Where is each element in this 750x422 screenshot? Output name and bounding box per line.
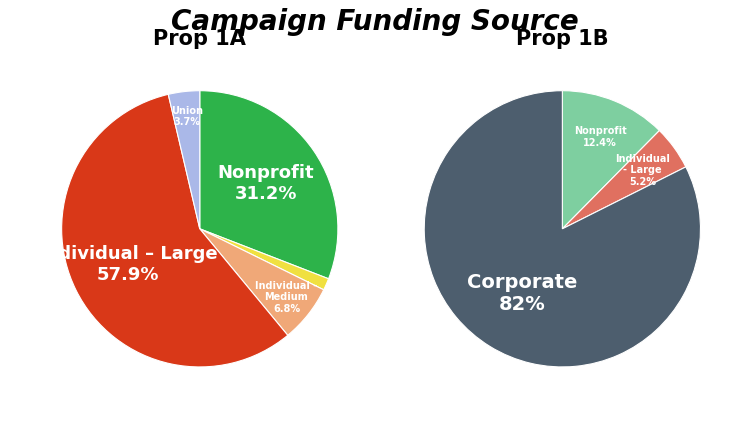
Wedge shape (200, 91, 338, 279)
Text: Corporate
82%: Corporate 82% (467, 273, 578, 314)
Text: Nonprofit
12.4%: Nonprofit 12.4% (574, 126, 626, 148)
Wedge shape (562, 130, 686, 229)
Text: Individual – Large
57.9%: Individual – Large 57.9% (39, 245, 218, 284)
Text: Union
3.7%: Union 3.7% (171, 106, 202, 127)
Wedge shape (62, 95, 288, 367)
Wedge shape (200, 229, 324, 335)
Text: Individual
- Large
5.2%: Individual - Large 5.2% (615, 154, 670, 187)
Wedge shape (200, 229, 328, 290)
Text: Campaign Funding Source: Campaign Funding Source (171, 8, 579, 36)
Wedge shape (424, 91, 700, 367)
Text: Individual -
Medium
6.8%: Individual - Medium 6.8% (255, 281, 317, 314)
Wedge shape (562, 91, 659, 229)
Text: Nonprofit
31.2%: Nonprofit 31.2% (217, 164, 314, 203)
Wedge shape (168, 91, 200, 229)
Title: Prop 1A: Prop 1A (153, 29, 246, 49)
Title: Prop 1B: Prop 1B (516, 29, 609, 49)
